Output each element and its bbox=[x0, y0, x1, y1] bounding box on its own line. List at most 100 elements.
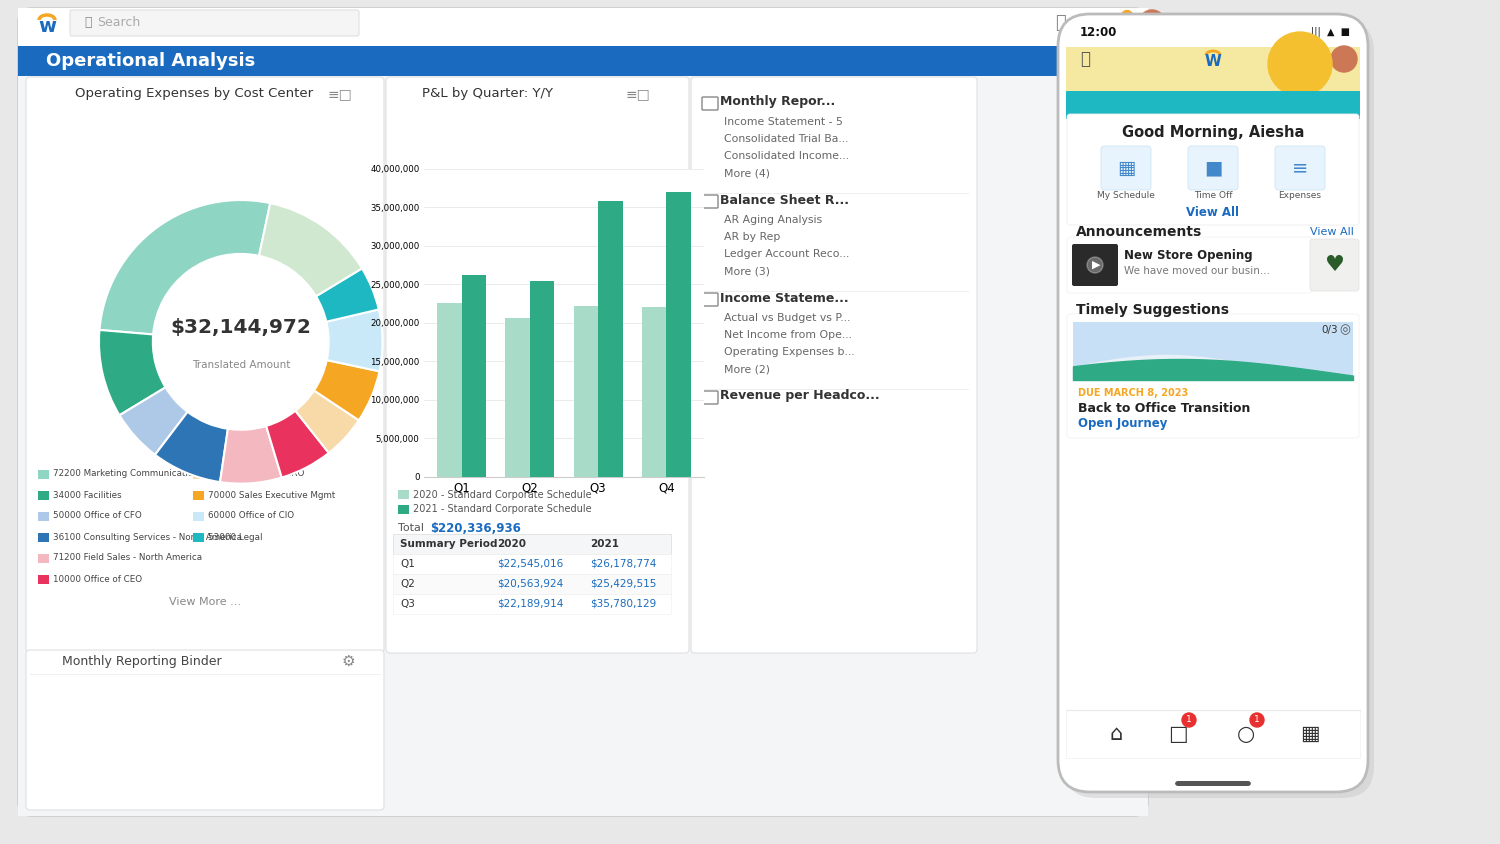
Bar bbox=[38, 554, 50, 563]
FancyBboxPatch shape bbox=[1072, 244, 1118, 286]
Text: Back to Office Transition: Back to Office Transition bbox=[1078, 403, 1251, 415]
Circle shape bbox=[1182, 713, 1196, 727]
Text: ⌕: ⌕ bbox=[1080, 50, 1090, 68]
Text: 53000 Legal: 53000 Legal bbox=[209, 533, 262, 542]
Text: $22,189,914: $22,189,914 bbox=[496, 599, 564, 609]
Text: Operating Expenses by Cost Center: Operating Expenses by Cost Center bbox=[75, 88, 314, 100]
Text: 2021: 2021 bbox=[590, 539, 620, 549]
Text: ≡□: ≡□ bbox=[327, 87, 352, 101]
Text: Monthly Repor...: Monthly Repor... bbox=[720, 95, 836, 109]
Text: □: □ bbox=[1112, 14, 1128, 32]
Text: ▦: ▦ bbox=[1118, 159, 1136, 177]
Text: Monthly Reporting Binder: Monthly Reporting Binder bbox=[62, 654, 222, 668]
Bar bbox=[38, 470, 50, 479]
Circle shape bbox=[1122, 10, 1132, 21]
Text: ■: ■ bbox=[1204, 159, 1222, 177]
Wedge shape bbox=[99, 200, 270, 334]
FancyBboxPatch shape bbox=[1101, 146, 1150, 190]
Text: We have moved our busin...: We have moved our busin... bbox=[1124, 266, 1270, 276]
Text: W: W bbox=[1204, 53, 1221, 68]
Bar bbox=[462, 275, 486, 477]
Wedge shape bbox=[260, 203, 362, 296]
Text: 1: 1 bbox=[1186, 716, 1192, 724]
Text: Summary Period: Summary Period bbox=[400, 539, 498, 549]
Text: 71200 Field Sales - North America: 71200 Field Sales - North America bbox=[53, 554, 202, 562]
FancyBboxPatch shape bbox=[1310, 239, 1359, 291]
Text: ⚙: ⚙ bbox=[340, 653, 356, 668]
Text: Income Statement - 5: Income Statement - 5 bbox=[724, 117, 843, 127]
Circle shape bbox=[1138, 10, 1166, 36]
Bar bbox=[506, 318, 530, 477]
Text: 60000 Office of CIO: 60000 Office of CIO bbox=[209, 511, 294, 521]
Bar bbox=[38, 491, 50, 500]
Bar bbox=[38, 533, 50, 542]
Text: Search: Search bbox=[98, 17, 141, 30]
Text: 12:00: 12:00 bbox=[1080, 25, 1118, 39]
Text: ○: ○ bbox=[1238, 724, 1256, 744]
Text: AR Aging Analysis: AR Aging Analysis bbox=[724, 215, 822, 225]
Text: Timely Suggestions: Timely Suggestions bbox=[1076, 303, 1228, 317]
Text: Income Stateme...: Income Stateme... bbox=[720, 291, 849, 305]
Text: Open Journey: Open Journey bbox=[1078, 418, 1167, 430]
Bar bbox=[666, 192, 692, 477]
Wedge shape bbox=[99, 330, 165, 415]
Text: 34000 Facilities: 34000 Facilities bbox=[53, 490, 122, 500]
Wedge shape bbox=[266, 411, 328, 478]
Text: $25,429,515: $25,429,515 bbox=[590, 579, 657, 589]
Bar bbox=[573, 306, 598, 477]
Text: Expenses: Expenses bbox=[1278, 191, 1322, 199]
Text: 1: 1 bbox=[1254, 716, 1260, 724]
Text: Ledger Account Reco...: Ledger Account Reco... bbox=[724, 249, 849, 259]
Text: |||  ▲  ■: ||| ▲ ■ bbox=[1311, 27, 1350, 37]
Text: Q1: Q1 bbox=[400, 559, 416, 569]
Text: Consolidated Trial Ba...: Consolidated Trial Ba... bbox=[724, 134, 849, 144]
Text: 50000 Office of CFO: 50000 Office of CFO bbox=[53, 511, 141, 521]
Text: w: w bbox=[38, 18, 56, 36]
Bar bbox=[18, 76, 1148, 816]
Text: Q2: Q2 bbox=[400, 579, 416, 589]
Bar bbox=[38, 575, 50, 584]
Text: $22,545,016: $22,545,016 bbox=[496, 559, 564, 569]
Bar bbox=[1072, 322, 1353, 380]
Text: 2021 - Standard Corporate Schedule: 2021 - Standard Corporate Schedule bbox=[413, 505, 591, 515]
Text: 2020: 2020 bbox=[496, 539, 526, 549]
Bar bbox=[398, 490, 410, 499]
Bar bbox=[38, 512, 50, 521]
Bar bbox=[1066, 91, 1360, 119]
Text: □: □ bbox=[1168, 724, 1188, 744]
Text: 0/3: 0/3 bbox=[1322, 325, 1338, 335]
Text: View More ...: View More ... bbox=[170, 597, 242, 607]
FancyBboxPatch shape bbox=[1174, 781, 1251, 786]
Text: Actual vs Budget vs P...: Actual vs Budget vs P... bbox=[724, 313, 850, 323]
Text: ▶: ▶ bbox=[1092, 260, 1100, 270]
Bar bbox=[194, 533, 204, 542]
FancyBboxPatch shape bbox=[26, 77, 384, 653]
Text: P&L by Quarter: Y/Y: P&L by Quarter: Y/Y bbox=[422, 88, 554, 100]
Bar bbox=[530, 281, 555, 477]
Text: 10000 Office of CEO: 10000 Office of CEO bbox=[53, 575, 142, 583]
Text: 36100 Consulting Services - North America: 36100 Consulting Services - North Americ… bbox=[53, 533, 242, 542]
Circle shape bbox=[1330, 46, 1358, 72]
Text: $35,780,129: $35,780,129 bbox=[590, 599, 657, 609]
Text: Consolidated Income...: Consolidated Income... bbox=[724, 151, 849, 161]
Bar bbox=[1066, 47, 1360, 99]
Text: New Store Opening: New Store Opening bbox=[1124, 248, 1252, 262]
Bar bbox=[393, 594, 670, 614]
Bar bbox=[1066, 710, 1360, 758]
Text: Q3: Q3 bbox=[400, 599, 416, 609]
FancyBboxPatch shape bbox=[1066, 114, 1359, 225]
Text: Revenue per Headco...: Revenue per Headco... bbox=[720, 389, 879, 403]
Text: ⦾: ⦾ bbox=[1054, 14, 1065, 32]
Text: Announcements: Announcements bbox=[1076, 225, 1203, 239]
Text: 72200 Marketing Communications: 72200 Marketing Communications bbox=[53, 469, 204, 479]
Text: Good Morning, Aiesha: Good Morning, Aiesha bbox=[1122, 126, 1304, 140]
Bar bbox=[393, 534, 670, 554]
Text: Total: Total bbox=[398, 523, 424, 533]
Text: More (3): More (3) bbox=[724, 266, 770, 276]
Text: ••: •• bbox=[1080, 14, 1101, 32]
Text: View All: View All bbox=[1310, 227, 1354, 237]
FancyBboxPatch shape bbox=[1066, 237, 1312, 293]
FancyBboxPatch shape bbox=[1064, 20, 1374, 798]
FancyBboxPatch shape bbox=[70, 10, 358, 36]
Circle shape bbox=[1088, 257, 1102, 273]
